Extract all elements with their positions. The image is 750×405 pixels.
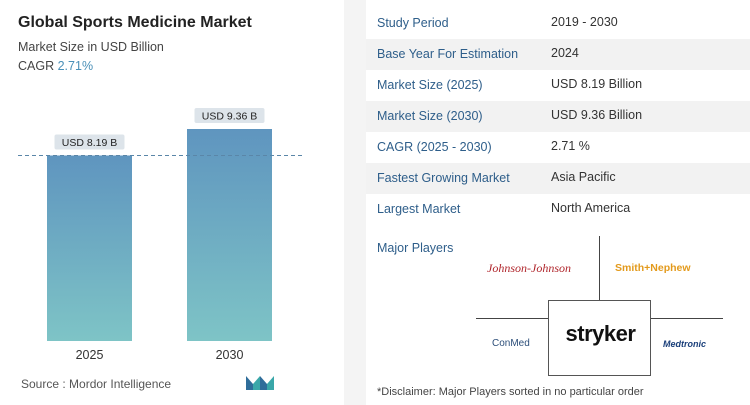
mordor-logo-icon bbox=[246, 376, 274, 390]
bar-2030 bbox=[187, 129, 272, 341]
summary-row-value: 2019 - 2030 bbox=[551, 15, 618, 29]
summary-row-label: Market Size (2030) bbox=[377, 109, 483, 123]
summary-row-value: 2.71 % bbox=[551, 139, 590, 153]
chart-subtitle: Market Size in USD Billion bbox=[18, 40, 164, 54]
panel-divider bbox=[344, 0, 366, 405]
summary-row-label: Base Year For Estimation bbox=[377, 47, 519, 61]
summary-row-value: USD 8.19 Billion bbox=[551, 77, 643, 91]
summary-row-label: Study Period bbox=[377, 16, 449, 30]
source-note: Source : Mordor Intelligence bbox=[21, 377, 172, 391]
summary-row-value: Asia Pacific bbox=[551, 170, 616, 184]
summary-row: Market Size (2025) USD 8.19 Billion bbox=[366, 70, 750, 101]
cagr-label: CAGR bbox=[18, 59, 55, 73]
data-label-bg-2030 bbox=[194, 108, 265, 123]
chart-panel: Global Sports Medicine Market Market Siz… bbox=[0, 0, 330, 405]
chart-title: Global Sports Medicine Market bbox=[18, 14, 252, 31]
smith-nephew-logo: Smith+Nephew bbox=[615, 262, 691, 274]
johnson-and-johnson-logo: Johnson-Johnson bbox=[487, 261, 571, 275]
data-label-2025: USD 8.19 B bbox=[62, 137, 117, 149]
x-tick-label-2025: 2025 bbox=[76, 348, 104, 362]
disclaimer-text: *Disclaimer: Major Players sorted in no … bbox=[377, 386, 644, 398]
summary-row: Study Period 2019 - 2030 bbox=[366, 8, 750, 39]
bar-chart: USD 8.19 B 2025 USD 9.36 B 2030 bbox=[18, 108, 302, 362]
summary-row-label: Largest Market bbox=[377, 202, 461, 216]
summary-row-label: Market Size (2025) bbox=[377, 78, 483, 92]
data-label-bg-2025 bbox=[54, 134, 125, 150]
summary-row: Market Size (2030) USD 9.36 Billion bbox=[366, 101, 750, 132]
summary-row: Largest Market North America bbox=[366, 194, 750, 225]
players-divider-right bbox=[651, 318, 723, 319]
summary-row: Fastest Growing Market Asia Pacific bbox=[366, 163, 750, 194]
summary-row-value: 2024 bbox=[551, 46, 579, 60]
summary-row: CAGR (2025 - 2030) 2.71 % bbox=[366, 132, 750, 163]
x-tick-label-2030: 2030 bbox=[216, 348, 244, 362]
cagr-line: CAGR 2.71% bbox=[18, 59, 93, 73]
cagr-value: 2.71% bbox=[57, 59, 94, 73]
data-label-2030: USD 9.36 B bbox=[202, 111, 257, 123]
major-players-label: Major Players bbox=[377, 241, 454, 255]
summary-row-value: USD 9.36 Billion bbox=[551, 108, 643, 122]
summary-row-label: Fastest Growing Market bbox=[377, 171, 510, 185]
stryker-logo: stryker bbox=[565, 321, 636, 346]
stryker-logo-box: stryker bbox=[548, 300, 651, 376]
summary-row-value: North America bbox=[551, 201, 631, 215]
medtronic-logo: Medtronic bbox=[663, 339, 707, 349]
summary-panel: Study Period 2019 - 2030 Base Year For Est… bbox=[366, 0, 750, 405]
summary-row: Base Year For Estimation 2024 bbox=[366, 39, 750, 70]
players-divider-left bbox=[476, 318, 548, 319]
bar-2025 bbox=[47, 155, 132, 341]
conmed-logo: ConMed bbox=[492, 338, 530, 349]
players-divider-vertical-top bbox=[599, 236, 600, 300]
summary-row-label: CAGR (2025 - 2030) bbox=[377, 140, 492, 154]
